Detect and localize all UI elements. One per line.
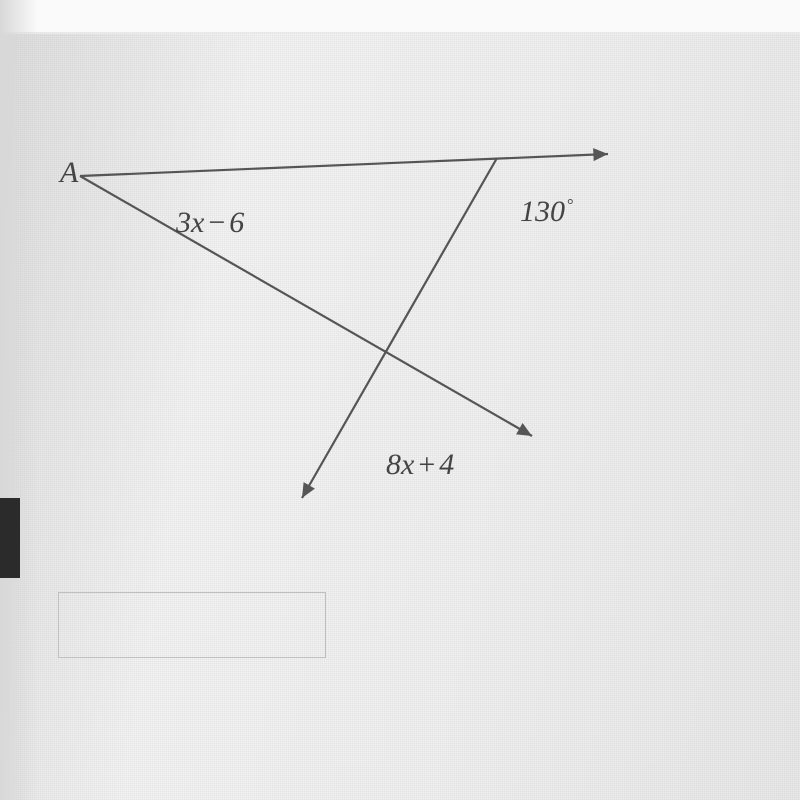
expr-var: 3x [176,206,204,239]
angle-a-expression: 3x−6 [176,208,244,238]
geometry-svg [0,0,800,800]
answer-input-box[interactable] [58,592,326,658]
expr-var: 8x [386,448,414,481]
diagram-stage: A 3x−6 130° 8x+4 [0,0,800,800]
expr-op: + [418,448,435,481]
angle-value: 130 [520,195,565,228]
expr-op: − [208,206,225,239]
vertical-angle-expression: 8x+4 [386,450,454,480]
expr-num: 6 [229,206,244,239]
expr-num: 4 [439,448,454,481]
vertex-label-a: A [60,158,78,188]
degree-symbol: ° [567,195,574,214]
exterior-angle-label: 130° [520,197,574,227]
